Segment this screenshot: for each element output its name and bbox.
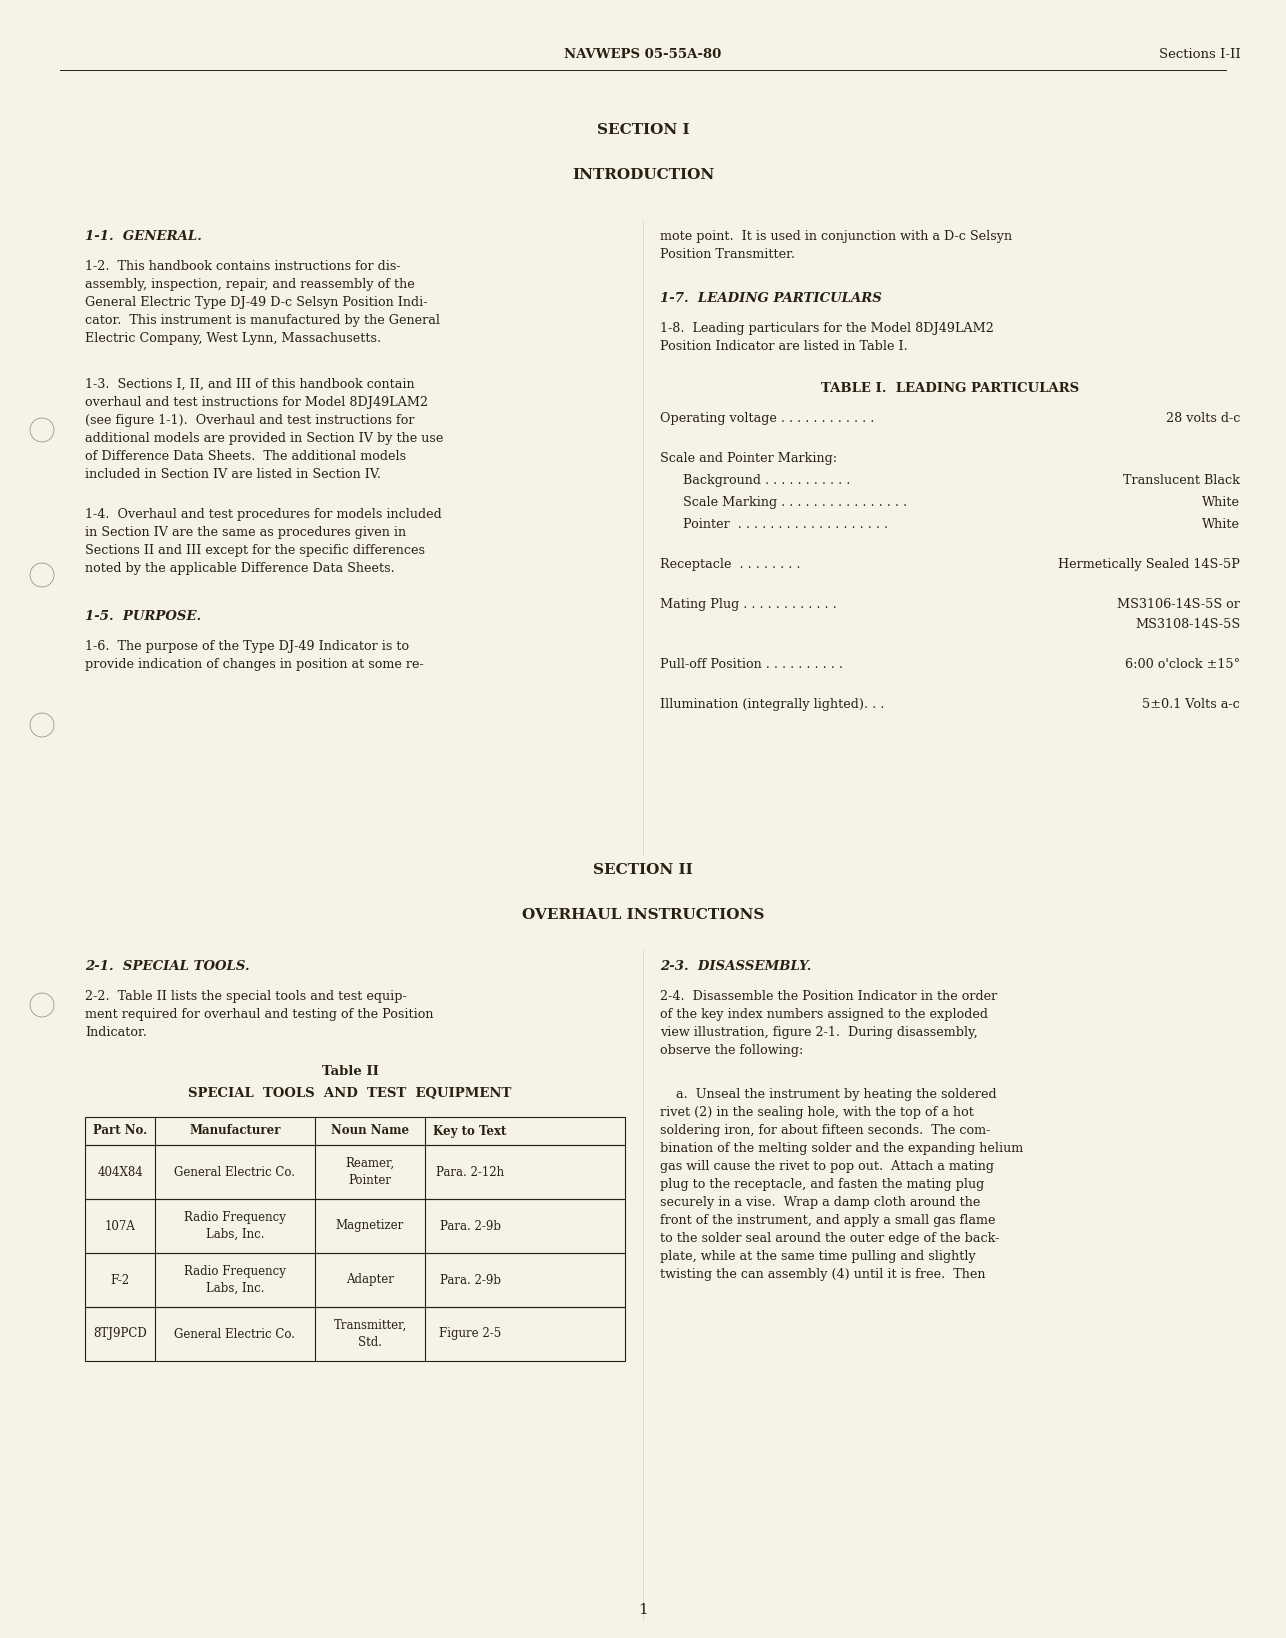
Text: Mating Plug . . . . . . . . . . . .: Mating Plug . . . . . . . . . . . . xyxy=(660,598,837,611)
Bar xyxy=(85,1307,625,1361)
Text: SECTION II: SECTION II xyxy=(593,863,693,876)
Text: MS3106-14S-5S or: MS3106-14S-5S or xyxy=(1118,598,1240,611)
Bar xyxy=(85,1117,625,1145)
Circle shape xyxy=(30,563,54,586)
Text: General Electric Co.: General Electric Co. xyxy=(175,1166,296,1178)
Bar xyxy=(85,1199,625,1253)
Text: Part No.: Part No. xyxy=(93,1125,147,1137)
Text: White: White xyxy=(1202,518,1240,531)
Text: Noun Name: Noun Name xyxy=(331,1125,409,1137)
Text: General Electric Co.: General Electric Co. xyxy=(175,1327,296,1340)
Text: Pointer  . . . . . . . . . . . . . . . . . . .: Pointer . . . . . . . . . . . . . . . . … xyxy=(675,518,889,531)
Text: 8TJ9PCD: 8TJ9PCD xyxy=(93,1327,147,1340)
Text: 1: 1 xyxy=(638,1604,648,1617)
Text: TABLE I.  LEADING PARTICULARS: TABLE I. LEADING PARTICULARS xyxy=(820,382,1079,395)
Text: MS3108-14S-5S: MS3108-14S-5S xyxy=(1134,618,1240,631)
Text: Receptacle  . . . . . . . .: Receptacle . . . . . . . . xyxy=(660,559,800,572)
Text: Scale and Pointer Marking:: Scale and Pointer Marking: xyxy=(660,452,837,465)
Text: INTRODUCTION: INTRODUCTION xyxy=(572,169,714,182)
Text: 2-4.  Disassemble the Position Indicator in the order
of the key index numbers a: 2-4. Disassemble the Position Indicator … xyxy=(660,989,997,1057)
Text: Sections I-II: Sections I-II xyxy=(1159,49,1241,62)
Text: Translucent Black: Translucent Black xyxy=(1123,473,1240,486)
Text: Magnetizer: Magnetizer xyxy=(336,1220,404,1232)
Text: Adapter: Adapter xyxy=(346,1273,394,1286)
Bar xyxy=(85,1145,625,1199)
Text: 1-6.  The purpose of the Type DJ-49 Indicator is to
provide indication of change: 1-6. The purpose of the Type DJ-49 Indic… xyxy=(85,640,424,672)
Text: Operating voltage . . . . . . . . . . . .: Operating voltage . . . . . . . . . . . … xyxy=(660,413,874,424)
Text: 1-1.  GENERAL.: 1-1. GENERAL. xyxy=(85,229,202,242)
Text: 1-3.  Sections I, II, and III of this handbook contain
overhaul and test instruc: 1-3. Sections I, II, and III of this han… xyxy=(85,378,444,482)
Text: Radio Frequency
Labs, Inc.: Radio Frequency Labs, Inc. xyxy=(184,1265,285,1296)
Text: Scale Marking . . . . . . . . . . . . . . . .: Scale Marking . . . . . . . . . . . . . … xyxy=(675,496,907,509)
Text: OVERHAUL INSTRUCTIONS: OVERHAUL INSTRUCTIONS xyxy=(522,907,764,922)
Text: Manufacturer: Manufacturer xyxy=(189,1125,280,1137)
Text: 1-7.  LEADING PARTICULARS: 1-7. LEADING PARTICULARS xyxy=(660,292,882,305)
Text: SPECIAL  TOOLS  AND  TEST  EQUIPMENT: SPECIAL TOOLS AND TEST EQUIPMENT xyxy=(188,1088,512,1101)
Text: 1-8.  Leading particulars for the Model 8DJ49LAM2
Position Indicator are listed : 1-8. Leading particulars for the Model 8… xyxy=(660,323,994,354)
Text: F-2: F-2 xyxy=(111,1273,130,1286)
Text: Illumination (integrally lighted). . .: Illumination (integrally lighted). . . xyxy=(660,698,885,711)
Text: 6:00 o'clock ±15°: 6:00 o'clock ±15° xyxy=(1125,658,1240,672)
Text: Reamer,
Pointer: Reamer, Pointer xyxy=(346,1156,395,1188)
Text: mote point.  It is used in conjunction with a D-c Selsyn
Position Transmitter.: mote point. It is used in conjunction wi… xyxy=(660,229,1012,260)
Text: 107A: 107A xyxy=(104,1220,135,1232)
Text: White: White xyxy=(1202,496,1240,509)
Text: 404X84: 404X84 xyxy=(98,1166,143,1178)
Bar xyxy=(85,1253,625,1307)
Circle shape xyxy=(30,713,54,737)
Circle shape xyxy=(30,418,54,442)
Text: Background . . . . . . . . . . .: Background . . . . . . . . . . . xyxy=(675,473,850,486)
Text: a.  Unseal the instrument by heating the soldered
rivet (2) in the sealing hole,: a. Unseal the instrument by heating the … xyxy=(660,1088,1024,1281)
Text: 28 volts d-c: 28 volts d-c xyxy=(1165,413,1240,424)
Text: Para. 2-9b: Para. 2-9b xyxy=(440,1220,500,1232)
Text: Para. 2-9b: Para. 2-9b xyxy=(440,1273,500,1286)
Text: Figure 2-5: Figure 2-5 xyxy=(439,1327,502,1340)
Text: Hermetically Sealed 14S-5P: Hermetically Sealed 14S-5P xyxy=(1058,559,1240,572)
Text: 2-1.  SPECIAL TOOLS.: 2-1. SPECIAL TOOLS. xyxy=(85,960,249,973)
Circle shape xyxy=(30,993,54,1017)
Text: 5±0.1 Volts a-c: 5±0.1 Volts a-c xyxy=(1142,698,1240,711)
Text: Transmitter,
Std.: Transmitter, Std. xyxy=(333,1319,406,1350)
Text: Table II: Table II xyxy=(322,1065,378,1078)
Text: Key to Text: Key to Text xyxy=(433,1125,507,1137)
Text: Pull-off Position . . . . . . . . . .: Pull-off Position . . . . . . . . . . xyxy=(660,658,844,672)
Text: NAVWEPS 05-55A-80: NAVWEPS 05-55A-80 xyxy=(565,49,721,62)
Text: 2-3.  DISASSEMBLY.: 2-3. DISASSEMBLY. xyxy=(660,960,811,973)
Text: 1-4.  Overhaul and test procedures for models included
in Section IV are the sam: 1-4. Overhaul and test procedures for mo… xyxy=(85,508,442,575)
Text: 2-2.  Table II lists the special tools and test equip-
ment required for overhau: 2-2. Table II lists the special tools an… xyxy=(85,989,433,1038)
Text: SECTION I: SECTION I xyxy=(597,123,689,138)
Text: 1-5.  PURPOSE.: 1-5. PURPOSE. xyxy=(85,609,201,622)
Text: Radio Frequency
Labs, Inc.: Radio Frequency Labs, Inc. xyxy=(184,1210,285,1242)
Text: Para. 2-12h: Para. 2-12h xyxy=(436,1166,504,1178)
Text: 1-2.  This handbook contains instructions for dis-
assembly, inspection, repair,: 1-2. This handbook contains instructions… xyxy=(85,260,440,346)
